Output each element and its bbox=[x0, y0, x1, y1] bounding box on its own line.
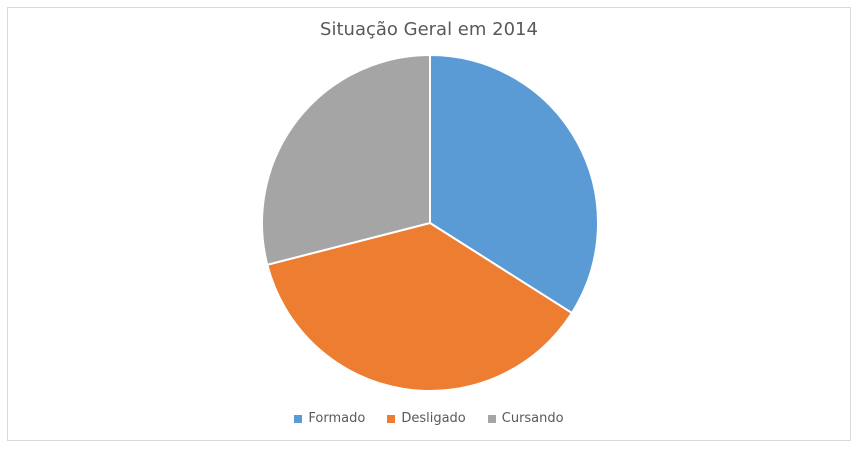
legend-item-desligado: Desligado bbox=[387, 411, 466, 426]
pie-slice-desligado bbox=[266, 222, 573, 393]
legend-label-formado: Formado bbox=[308, 411, 366, 426]
chart-legend: Formado Desligado Cursando bbox=[8, 411, 850, 426]
chart-title: Situação Geral em 2014 bbox=[320, 19, 538, 40]
legend-item-cursando: Cursando bbox=[487, 411, 564, 426]
legend-label-desligado: Desligado bbox=[401, 411, 466, 426]
legend-swatch-formado bbox=[294, 414, 303, 423]
chart-area: Situação Geral em 2014 Formado Desligado C… bbox=[7, 7, 851, 441]
legend-label-cursando: Cursando bbox=[501, 411, 564, 426]
pie-slice-cursando bbox=[261, 54, 431, 266]
pie-chart bbox=[261, 54, 600, 393]
legend-item-formado: Formado bbox=[294, 411, 365, 426]
legend-swatch-desligado bbox=[387, 414, 396, 423]
legend-swatch-cursando bbox=[487, 414, 496, 423]
